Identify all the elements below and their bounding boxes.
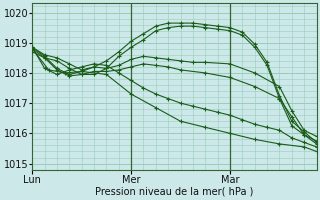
X-axis label: Pression niveau de la mer( hPa ): Pression niveau de la mer( hPa ) bbox=[95, 187, 253, 197]
